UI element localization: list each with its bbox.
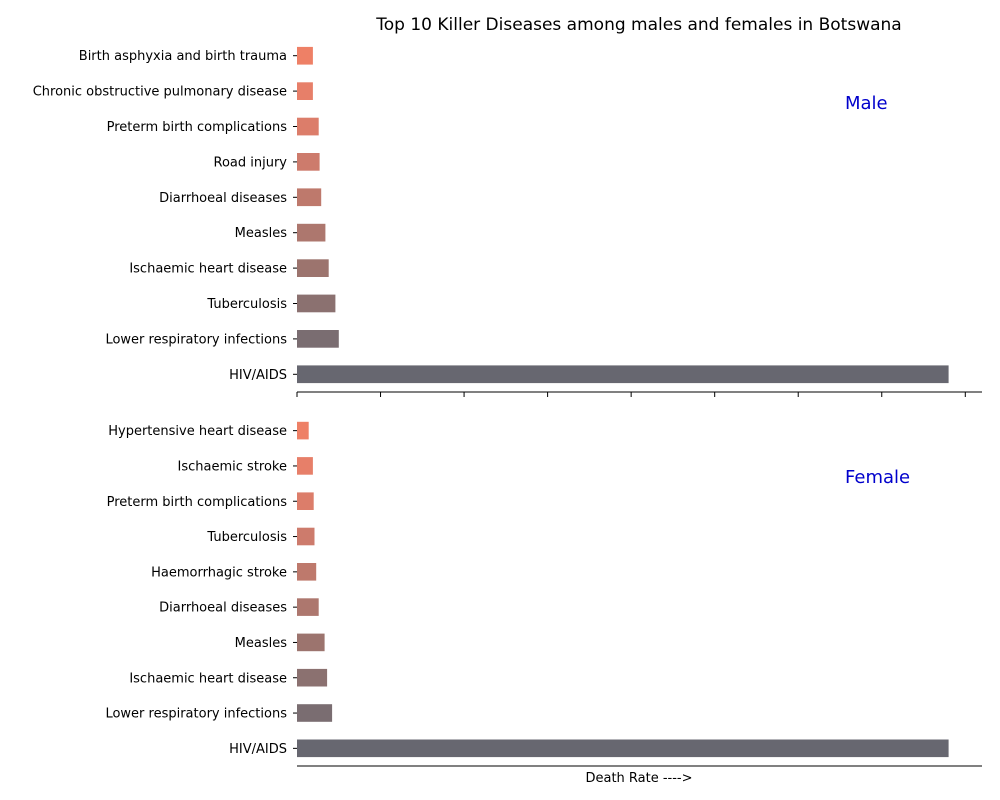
male-bar-diarrhoeal-diseases (297, 188, 322, 207)
male-bar-ischaemic-heart-disease (297, 259, 329, 277)
chart-title: Top 10 Killer Diseases among males and f… (375, 15, 901, 35)
female-bar-hiv-aids (297, 739, 949, 758)
female-category-label: Haemorrhagic stroke (151, 565, 287, 580)
male-category-label: Diarrhoeal diseases (159, 191, 287, 206)
female-panel-label: Female (845, 467, 910, 488)
male-bar-chronic-obstructive-pulmonary-disease (297, 82, 313, 100)
male-panel: Birth asphyxia and birth trauma Chronic o… (33, 46, 982, 397)
male-category-label: Chronic obstructive pulmonary disease (33, 85, 287, 100)
female-bar-haemorrhagic-stroke (297, 563, 317, 581)
male-bar-birth-asphyxia-and-birth-trauma (297, 46, 313, 65)
male-bar-preterm-birth-complications (297, 117, 319, 136)
female-bar-ischaemic-heart-disease (297, 668, 328, 687)
x-axis-label: Death Rate ----> (585, 771, 692, 786)
female-category-label: Diarrhoeal diseases (159, 601, 287, 616)
female-bar-diarrhoeal-diseases (297, 598, 319, 616)
female-bar-tuberculosis (297, 527, 315, 546)
female-bar-measles (297, 633, 325, 652)
male-category-label: Ischaemic heart disease (129, 262, 287, 277)
female-category-label: Ischaemic stroke (178, 459, 287, 474)
female-category-label: Tuberculosis (206, 530, 287, 545)
female-category-label: Measles (235, 636, 288, 651)
female-category-label: HIV/AIDS (229, 742, 287, 757)
male-bar-measles (297, 223, 326, 242)
female-category-label: Hypertensive heart disease (108, 424, 287, 439)
male-category-label: HIV/AIDS (229, 368, 287, 383)
male-bar-hiv-aids (297, 365, 949, 384)
male-category-label: Tuberculosis (206, 297, 287, 312)
male-panel-label: Male (845, 93, 888, 114)
female-category-label: Lower respiratory infections (105, 707, 287, 722)
female-bar-hypertensive-heart-disease (297, 421, 309, 440)
male-bar-lower-respiratory-infections (297, 330, 339, 348)
male-bar-tuberculosis (297, 294, 336, 313)
female-category-label: Ischaemic heart disease (129, 671, 287, 686)
female-category-label: Preterm birth complications (107, 495, 288, 510)
female-panel: Hypertensive heart disease Ischaemic stro… (105, 421, 982, 767)
male-category-label: Road injury (214, 155, 288, 170)
male-bar-road-injury (297, 153, 320, 171)
male-category-label: Lower respiratory infections (105, 332, 287, 347)
female-bar-preterm-birth-complications (297, 492, 314, 510)
male-category-label: Birth asphyxia and birth trauma (79, 49, 287, 64)
male-category-label: Preterm birth complications (107, 120, 288, 135)
female-bar-ischaemic-stroke (297, 457, 313, 475)
female-bar-lower-respiratory-infections (297, 704, 333, 722)
male-category-label: Measles (235, 226, 288, 241)
